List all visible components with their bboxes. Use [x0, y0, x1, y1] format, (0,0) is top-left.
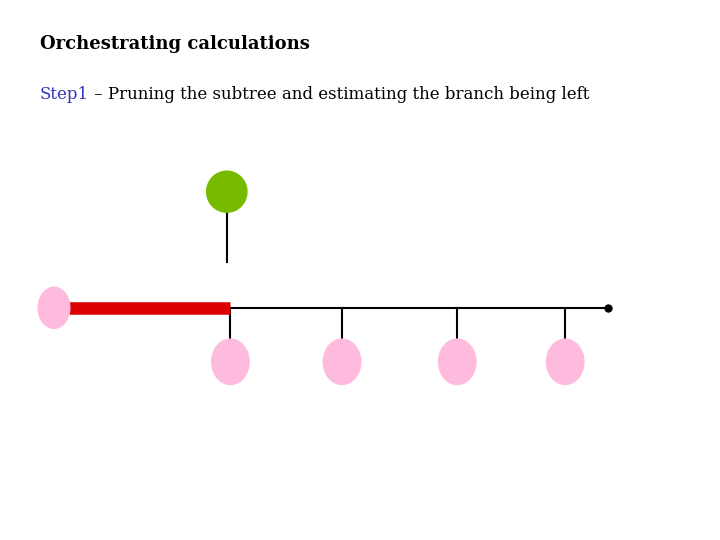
- Ellipse shape: [207, 171, 247, 212]
- Ellipse shape: [323, 339, 361, 384]
- Text: Orchestrating calculations: Orchestrating calculations: [40, 35, 310, 53]
- Ellipse shape: [212, 339, 249, 384]
- Ellipse shape: [438, 339, 476, 384]
- Text: Step1: Step1: [40, 86, 89, 103]
- Ellipse shape: [38, 287, 70, 328]
- Ellipse shape: [546, 339, 584, 384]
- Text: – Pruning the subtree and estimating the branch being left: – Pruning the subtree and estimating the…: [89, 86, 589, 103]
